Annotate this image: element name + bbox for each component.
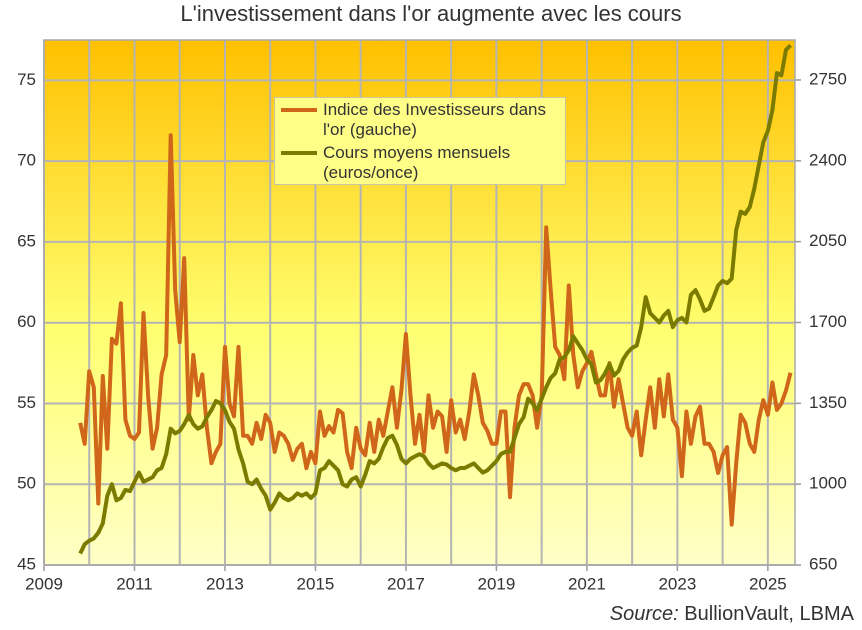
legend: Indice des Investisseurs dans l'or (gauc… [274, 97, 566, 185]
x-tick-label: 2025 [749, 574, 787, 593]
y2-tick-label: 2750 [809, 69, 847, 88]
x-tick-label: 2021 [568, 574, 606, 593]
series-line [78, 43, 792, 555]
y-tick-label: 75 [17, 70, 36, 89]
y-tick-label: 45 [17, 554, 36, 573]
y2-tick-label: 1350 [809, 393, 847, 412]
y-tick-label: 70 [17, 151, 36, 170]
y-tick-label: 60 [17, 312, 36, 331]
legend-swatch [281, 108, 317, 112]
x-tick-label: 2013 [206, 574, 244, 593]
legend-entry: Cours moyens mensuels (euros/once) [281, 143, 559, 183]
y2-tick-label: 2050 [809, 231, 847, 250]
legend-entry: Indice des Investisseurs dans l'or (gauc… [281, 100, 559, 140]
y2-tick-label: 650 [809, 554, 837, 573]
y-tick-label: 65 [17, 231, 36, 250]
source-text: BullionVault, LBMA [684, 603, 854, 625]
x-tick-label: 2009 [25, 574, 63, 593]
x-tick-label: 2011 [116, 574, 153, 593]
plot-border [43, 39, 796, 566]
x-tick-label: 2023 [658, 574, 696, 593]
chart-title: L'investissement dans l'or augmente avec… [180, 1, 681, 26]
series-line [78, 133, 793, 527]
legend-swatch [281, 151, 317, 155]
source-label: Source: [609, 603, 679, 625]
y-tick-label: 50 [17, 474, 36, 493]
y-tick-label: 55 [17, 393, 36, 412]
x-tick-label: 2015 [297, 574, 335, 593]
source: Source: BullionVault, LBMA [610, 603, 854, 626]
legend-label: Cours moyens mensuels (euros/once) [323, 143, 511, 182]
legend-label: Indice des Investisseurs dans l'or (gauc… [323, 100, 547, 139]
x-tick-label: 2019 [477, 574, 515, 593]
x-tick-label: 2017 [387, 574, 425, 593]
y2-tick-label: 2400 [809, 150, 847, 169]
y2-tick-label: 1700 [809, 312, 847, 331]
y2-tick-label: 1000 [809, 474, 847, 493]
